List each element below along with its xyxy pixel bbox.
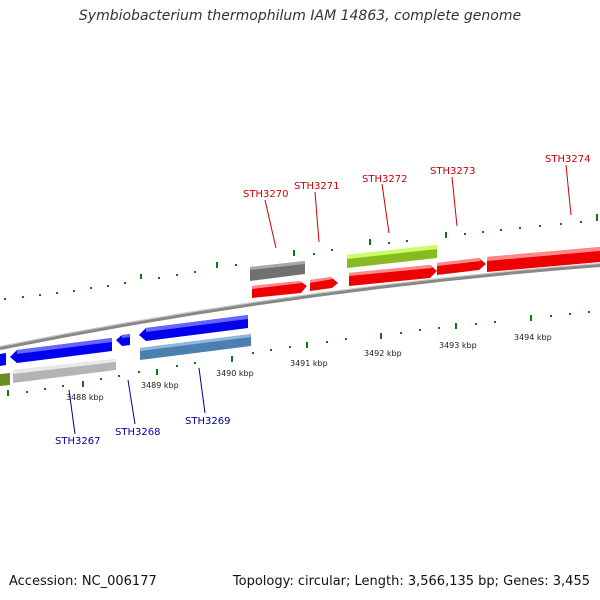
gene-arrow-left-edge <box>0 353 6 366</box>
lower-tick-track <box>7 311 590 396</box>
top-gene-labels <box>264 164 572 249</box>
gene-arrow-sth3272[interactable] <box>349 265 437 286</box>
gene-label-sth3271[interactable]: STH3271 <box>294 181 339 192</box>
gene-label-sth3268[interactable]: STH3268 <box>115 427 160 438</box>
tick-label: 3488 kbp <box>66 393 104 402</box>
gene-label-sth3269[interactable]: STH3269 <box>185 416 230 427</box>
accession-text: Accession: NC_006177 <box>9 574 157 589</box>
genome-summary-text: Topology: circular; Length: 3,566,135 bp… <box>232 574 590 589</box>
reverse-gene-track <box>0 315 251 383</box>
gene-label-sth3267[interactable]: STH3267 <box>55 436 100 447</box>
tick-label: 3493 kbp <box>439 341 477 350</box>
genome-backbone <box>0 263 600 350</box>
gene-label-sth3272[interactable]: STH3272 <box>362 174 407 185</box>
tick-label: 3489 kbp <box>141 381 179 390</box>
gene-label-sth3274[interactable]: STH3274 <box>545 154 590 165</box>
genome-title: Symbiobacterium thermophilum IAM 14863, … <box>78 8 522 24</box>
gene-arrow-green-edge <box>0 373 10 386</box>
tick-label: 3492 kbp <box>364 349 402 358</box>
tick-label: 3491 kbp <box>290 359 328 368</box>
tick-label: 3490 kbp <box>216 369 254 378</box>
upper-tick-track <box>4 214 598 300</box>
tick-label: 3494 kbp <box>514 333 552 342</box>
bottom-gene-labels <box>68 367 206 435</box>
forward-gene-track <box>0 245 600 386</box>
gene-label-sth3270[interactable]: STH3270 <box>243 189 288 200</box>
tick-labels: 3488 kbp 3489 kbp 3490 kbp 3491 kbp 3492… <box>66 333 552 402</box>
gene-label-sth3273[interactable]: STH3273 <box>430 166 475 177</box>
